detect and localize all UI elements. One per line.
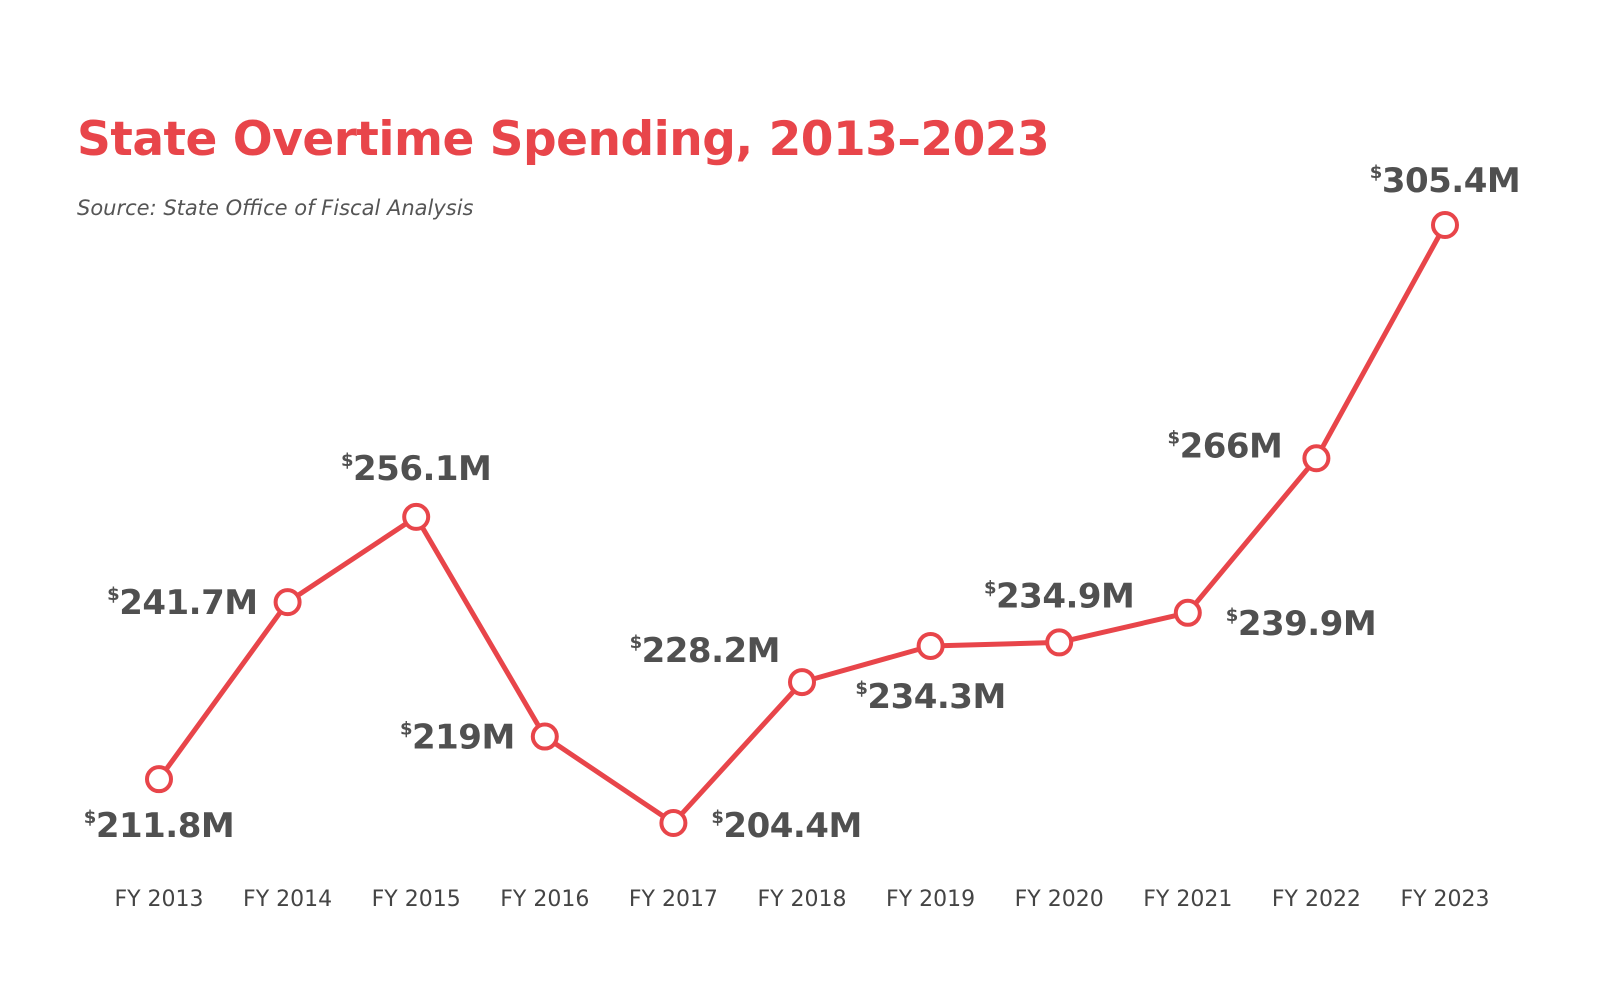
data-label-value: 234.3M (867, 677, 1005, 717)
data-point (1302, 444, 1331, 473)
currency-symbol: $ (1370, 162, 1382, 183)
data-label: $241.7M (107, 583, 257, 623)
x-tick-label: FY 2020 (1015, 887, 1104, 912)
data-point (1045, 628, 1074, 657)
x-tick-label: FY 2018 (757, 887, 846, 912)
x-tick-label: FY 2021 (1143, 887, 1232, 912)
x-tick-label: FY 2015 (372, 887, 461, 912)
x-tick-label: FY 2014 (243, 887, 332, 912)
data-label-value: 241.7M (119, 583, 257, 623)
data-label: $211.8M (84, 806, 234, 846)
data-point (1173, 598, 1202, 627)
currency-symbol: $ (1226, 605, 1238, 626)
data-label-value: 305.4M (1382, 161, 1520, 201)
x-tick-label: FY 2023 (1400, 887, 1489, 912)
data-label: $234.9M (984, 576, 1134, 616)
data-label-value: 239.9M (1238, 604, 1376, 644)
series-line-layer (156, 222, 1448, 826)
data-point-layer (145, 211, 1459, 837)
data-label-value: 211.8M (96, 806, 234, 846)
data-point (788, 668, 816, 697)
data-point (659, 809, 688, 837)
data-point (1431, 211, 1459, 239)
x-tick-label: FY 2016 (500, 887, 589, 912)
x-tick-label: FY 2019 (886, 887, 975, 912)
series-line (156, 222, 1448, 826)
data-label: $228.2M (630, 631, 780, 671)
currency-symbol: $ (341, 450, 353, 471)
data-label-layer: $211.8M$241.7M$256.1M$219M$204.4M$228.2M… (84, 161, 1521, 846)
data-label-value: 219M (412, 718, 515, 758)
data-point (402, 502, 431, 531)
x-tick-label: FY 2017 (629, 887, 718, 912)
data-label: $219M (400, 718, 515, 758)
chart-subtitle: Source: State Office of Fiscal Analysis (77, 196, 474, 220)
currency-symbol: $ (84, 807, 96, 828)
currency-symbol: $ (630, 632, 642, 653)
data-label: $234.3M (855, 677, 1005, 717)
data-label: $204.4M (711, 806, 861, 846)
x-tick-label: FY 2022 (1272, 887, 1361, 912)
data-label: $256.1M (341, 449, 491, 489)
currency-symbol: $ (711, 807, 723, 828)
currency-symbol: $ (1168, 427, 1180, 448)
data-label-value: 228.2M (642, 631, 780, 671)
currency-symbol: $ (984, 577, 996, 598)
data-point (145, 765, 173, 794)
x-axis-tick-layer: FY 2013 FY 2014 FY 2015 FY 2016 FY 2017 FY 20… (114, 887, 1489, 912)
data-label-value: 204.4M (723, 806, 861, 846)
x-tick-label: FY 2013 (114, 887, 203, 912)
currency-symbol: $ (400, 719, 412, 740)
currency-symbol: $ (855, 678, 867, 699)
data-label-value: 234.9M (996, 576, 1134, 616)
data-point (530, 722, 559, 751)
data-point (916, 631, 945, 660)
data-point (273, 588, 302, 617)
data-label: $266M (1168, 426, 1283, 466)
data-label-value: 256.1M (353, 449, 491, 489)
chart-title: State Overtime Spending, 2013–2023 (77, 112, 1050, 167)
data-label-value: 266M (1180, 426, 1283, 466)
currency-symbol: $ (107, 584, 119, 605)
data-label: $305.4M (1370, 161, 1520, 201)
data-label: $239.9M (1226, 604, 1376, 644)
